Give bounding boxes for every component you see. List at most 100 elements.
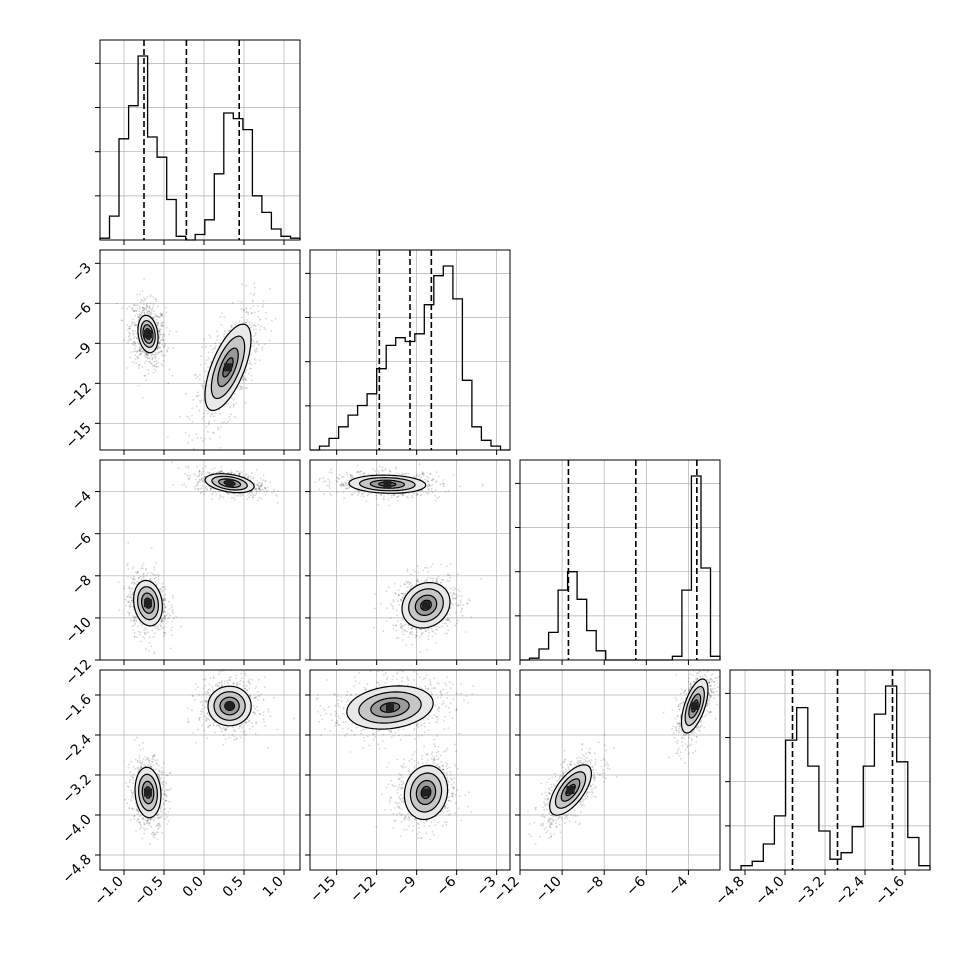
- sample-point: [242, 378, 245, 381]
- sample-point: [254, 713, 257, 715]
- sample-point: [230, 496, 233, 499]
- sample-point: [161, 590, 164, 592]
- sample-point: [255, 359, 257, 361]
- sample-point: [156, 627, 158, 630]
- sample-point: [252, 705, 255, 707]
- sample-point: [260, 483, 263, 485]
- sample-point: [306, 476, 308, 478]
- sample-point: [277, 490, 280, 493]
- sample-point: [126, 802, 128, 805]
- density-panel-0-2: [99, 459, 301, 665]
- sample-point: [250, 379, 253, 382]
- sample-point: [195, 741, 197, 744]
- sample-point: [214, 731, 217, 734]
- sample-point: [245, 311, 248, 314]
- sample-point: [142, 572, 145, 575]
- sample-point: [264, 724, 267, 727]
- sample-point: [459, 485, 461, 488]
- sample-point: [197, 728, 200, 731]
- sample-point: [155, 561, 158, 564]
- sample-point: [338, 473, 341, 476]
- sample-point: [241, 667, 243, 669]
- sample-point: [140, 353, 143, 355]
- sample-point: [262, 304, 265, 306]
- sample-point: [135, 616, 137, 618]
- sample-point: [143, 637, 146, 640]
- sample-point: [145, 821, 148, 824]
- sample-point: [127, 600, 129, 602]
- sample-point: [369, 492, 372, 495]
- sample-point: [181, 484, 184, 486]
- sample-point: [211, 413, 214, 416]
- sample-point: [253, 358, 256, 360]
- sample-point: [143, 312, 146, 314]
- sample-point: [141, 565, 143, 567]
- y-tick-label: −6: [69, 300, 95, 326]
- sample-point: [155, 315, 158, 318]
- sample-point: [151, 629, 154, 632]
- sample-point: [132, 337, 135, 340]
- sample-point: [212, 432, 215, 435]
- sample-point: [205, 345, 207, 348]
- sample-point: [139, 633, 141, 636]
- sample-point: [430, 479, 433, 482]
- sample-point: [232, 683, 235, 686]
- sample-point: [129, 327, 132, 330]
- sample-point: [195, 433, 197, 435]
- sample-point: [240, 316, 243, 319]
- x-tick-label: −4.0: [752, 874, 787, 909]
- sample-point: [247, 680, 250, 683]
- sample-point: [129, 590, 132, 593]
- sample-point: [200, 478, 203, 481]
- sample-point: [168, 608, 171, 611]
- sample-point: [252, 328, 255, 331]
- sample-point: [208, 715, 211, 718]
- sample-point: [135, 350, 138, 353]
- sample-point: [132, 577, 135, 580]
- sample-point: [339, 483, 341, 486]
- sample-point: [152, 831, 155, 834]
- sample-point: [239, 679, 242, 682]
- sample-point: [160, 787, 163, 790]
- sample-point: [132, 776, 135, 779]
- sample-point: [157, 362, 160, 364]
- sample-point: [361, 492, 364, 495]
- sample-point: [184, 473, 187, 475]
- sample-point: [157, 330, 160, 333]
- sample-point: [160, 810, 163, 813]
- sample-point: [195, 483, 198, 486]
- sample-point: [160, 315, 163, 317]
- sample-point: [206, 737, 209, 740]
- sample-point: [155, 353, 158, 356]
- sample-point: [204, 476, 206, 478]
- sample-point: [260, 486, 262, 488]
- sample-point: [141, 365, 144, 368]
- sample-point: [160, 313, 163, 316]
- sample-point: [202, 678, 205, 681]
- sample-point: [162, 798, 165, 800]
- sample-point: [156, 347, 159, 350]
- sample-point: [213, 420, 216, 422]
- sample-point: [230, 397, 233, 399]
- sample-point: [151, 580, 153, 582]
- sample-point: [442, 482, 445, 485]
- sample-point: [255, 350, 258, 352]
- sample-point: [434, 489, 437, 491]
- sample-point: [389, 470, 392, 473]
- sample-point: [243, 308, 245, 311]
- sample-point: [129, 596, 132, 598]
- sample-point: [163, 803, 166, 806]
- sample-point: [147, 310, 150, 313]
- sample-point: [147, 819, 149, 821]
- sample-point: [171, 610, 174, 613]
- sample-point: [234, 321, 237, 324]
- sample-point: [156, 838, 159, 841]
- sample-point: [225, 728, 228, 731]
- sample-point: [349, 473, 352, 476]
- sample-point: [194, 374, 197, 376]
- sample-point: [253, 282, 256, 285]
- sample-point: [147, 357, 149, 360]
- sample-point: [344, 481, 347, 484]
- sample-point: [248, 492, 251, 495]
- sample-point: [123, 339, 126, 341]
